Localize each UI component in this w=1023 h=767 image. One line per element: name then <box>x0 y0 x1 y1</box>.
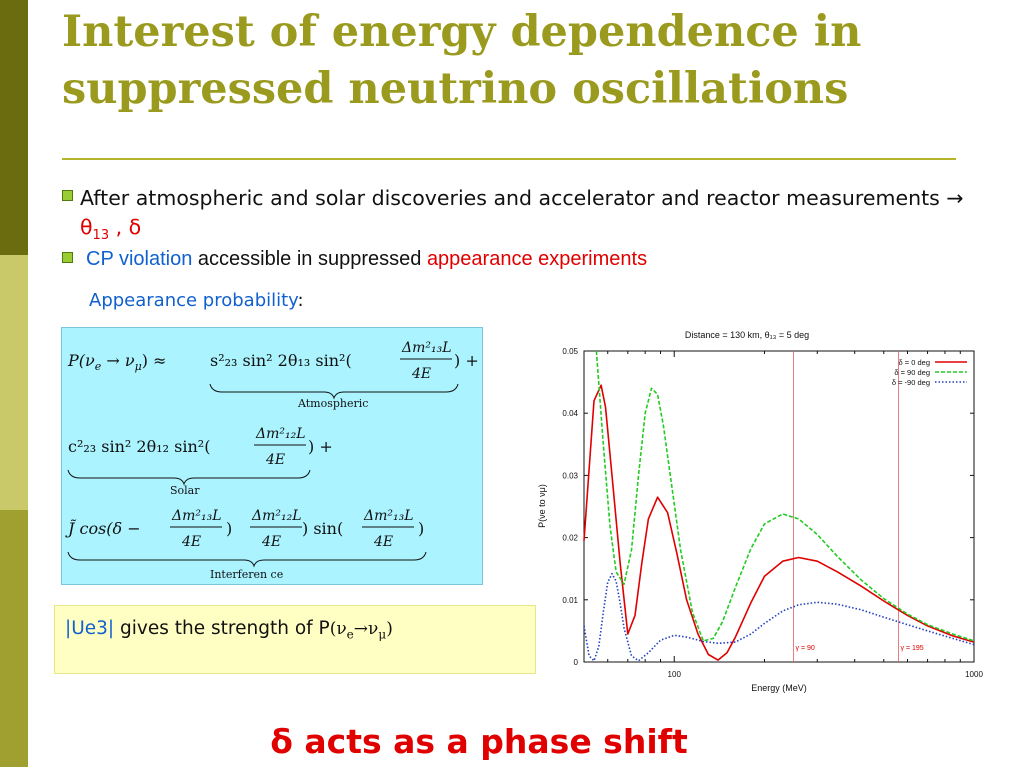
y-tick-label: 0.02 <box>562 534 578 543</box>
formula-lhs: P(νe → νμ) ≈ <box>67 351 166 373</box>
int-den-1: 4E <box>181 534 201 550</box>
bullet-square-icon <box>62 190 73 201</box>
bullet-1-theta: θ13 , δ <box>80 215 142 243</box>
x-tick-label: 100 <box>668 670 682 679</box>
theta-subscript: 13 <box>92 228 110 244</box>
int-num-2: Δm²₁₂L <box>251 508 302 524</box>
interference-label: Interferen ce <box>210 568 283 581</box>
chart-title: Distance = 130 km, θ₁₃ = 5 deg <box>685 330 809 340</box>
y-tick-label: 0.05 <box>562 347 578 356</box>
sol-plus: ) + <box>308 437 333 456</box>
annotations: γ = 90 γ = 195 <box>793 351 924 662</box>
y-tick-label: 0.04 <box>562 409 578 418</box>
delta-symbol: , δ <box>109 215 142 239</box>
bullet-2-mid: accessible in suppressed <box>192 248 427 270</box>
int-num-3: Δm²₁₃L <box>363 508 414 524</box>
y-axis-label: P(νe to νμ) <box>537 484 547 528</box>
plot-frame <box>583 350 975 663</box>
solar-underbrace <box>67 469 311 486</box>
oscillation-plot: Distance = 130 km, θ₁₃ = 5 deg 0 0.01 0.02… <box>537 325 992 700</box>
gamma-marker-label: γ = 90 <box>796 645 815 652</box>
appearance-colon: : <box>297 290 304 311</box>
decorative-sidebar <box>0 0 28 767</box>
legend-label: δ = 0 deg <box>899 358 931 367</box>
interference-term: J̃ cos(δ − <box>65 519 141 538</box>
bullet-1-text: After atmospheric and solar discoveries … <box>62 184 982 250</box>
ue3-note: |Ue3| gives the strength of P(νe→νμ) <box>65 618 393 641</box>
legend-label: δ = -90 deg <box>892 378 930 387</box>
atm-numerator: Δm²₁₃L <box>401 340 452 356</box>
y-axis: 0 0.01 0.02 0.03 0.04 0.05 <box>562 347 974 667</box>
appearance-probability-label: Appearance probability: <box>89 290 304 311</box>
int-sin: ) sin( <box>302 519 343 538</box>
sidebar-band-light <box>0 255 28 510</box>
sol-numerator: Δm²₁₂L <box>255 426 306 442</box>
legend-label: δ = 90 deg <box>894 368 930 377</box>
atmospheric-term: s²₂₃ sin² 2θ₁₃ sin²( <box>210 351 352 370</box>
y-tick-label: 0.03 <box>562 471 578 480</box>
sidebar-band-dark <box>0 0 28 255</box>
gamma-marker-label: γ = 195 <box>901 645 924 652</box>
formula-svg: P(νe → νμ) ≈ s²₂₃ sin² 2θ₁₃ sin²( Δm²₁₃L… <box>65 340 479 581</box>
solar-term: c²₂₃ sin² 2θ₁₂ sin²( <box>68 437 210 456</box>
bullet-2-text: CP violation accessible in suppressed ap… <box>62 248 647 270</box>
oscillation-chart-svg: Distance = 130 km, θ₁₃ = 5 deg 0 0.01 0.02… <box>537 330 983 693</box>
ue3-formula: (νe→νμ) <box>329 619 393 642</box>
slide-title-line2: suppressed neutrino oscillations <box>62 64 849 114</box>
appearance-experiments-text: appearance experiments <box>426 248 648 270</box>
slide-title: Interest of energy dependence in suppres… <box>62 4 962 118</box>
int-close: ) <box>418 519 424 538</box>
bullet-square-icon <box>62 252 73 263</box>
title-underline <box>62 158 956 160</box>
series-group <box>583 350 975 662</box>
int-paren: ) <box>226 519 232 538</box>
x-axis-label: Energy (MeV) <box>751 683 807 693</box>
x-tick-label: 1000 <box>965 670 983 679</box>
int-den-2: 4E <box>261 534 281 550</box>
phase-shift-headline: δ acts as a phase shift <box>270 722 688 761</box>
solar-label: Solar <box>170 484 200 497</box>
series-line <box>595 350 975 642</box>
bullet-2: CP violation accessible in suppressed ap… <box>62 246 962 272</box>
y-tick-label: 0 <box>574 658 579 667</box>
sidebar-band-mid <box>0 510 28 767</box>
appearance-label-text: Appearance probability <box>89 290 298 311</box>
interference-underbrace <box>67 551 427 568</box>
atmospheric-label: Atmospheric <box>297 397 368 410</box>
ue3-label: |Ue3| <box>65 618 115 639</box>
int-den-3: 4E <box>373 534 393 550</box>
sol-denominator: 4E <box>265 452 285 468</box>
bullet-1-main: After atmospheric and solar discoveries … <box>80 186 964 210</box>
ue3-text: gives the strength of P <box>114 618 330 639</box>
x-axis: 100 1000 <box>583 351 983 679</box>
ue3-note-box: |Ue3| gives the strength of P(νe→νμ) <box>54 605 536 674</box>
series-line <box>583 384 975 661</box>
formula-box: P(νe → νμ) ≈ s²₂₃ sin² 2θ₁₃ sin²( Δm²₁₃L… <box>61 327 483 585</box>
atm-plus: ) + <box>454 351 479 370</box>
cp-violation-text: CP violation <box>86 248 193 270</box>
theta-symbol: θ <box>80 215 93 239</box>
y-tick-label: 0.01 <box>562 596 578 605</box>
slide-title-line1: Interest of energy dependence in <box>62 7 862 57</box>
atmospheric-underbrace <box>209 383 459 400</box>
int-num-1: Δm²₁₃L <box>171 508 222 524</box>
series-line <box>583 572 975 662</box>
atm-denominator: 4E <box>411 366 431 382</box>
bullet-1: After atmospheric and solar discoveries … <box>62 184 982 250</box>
